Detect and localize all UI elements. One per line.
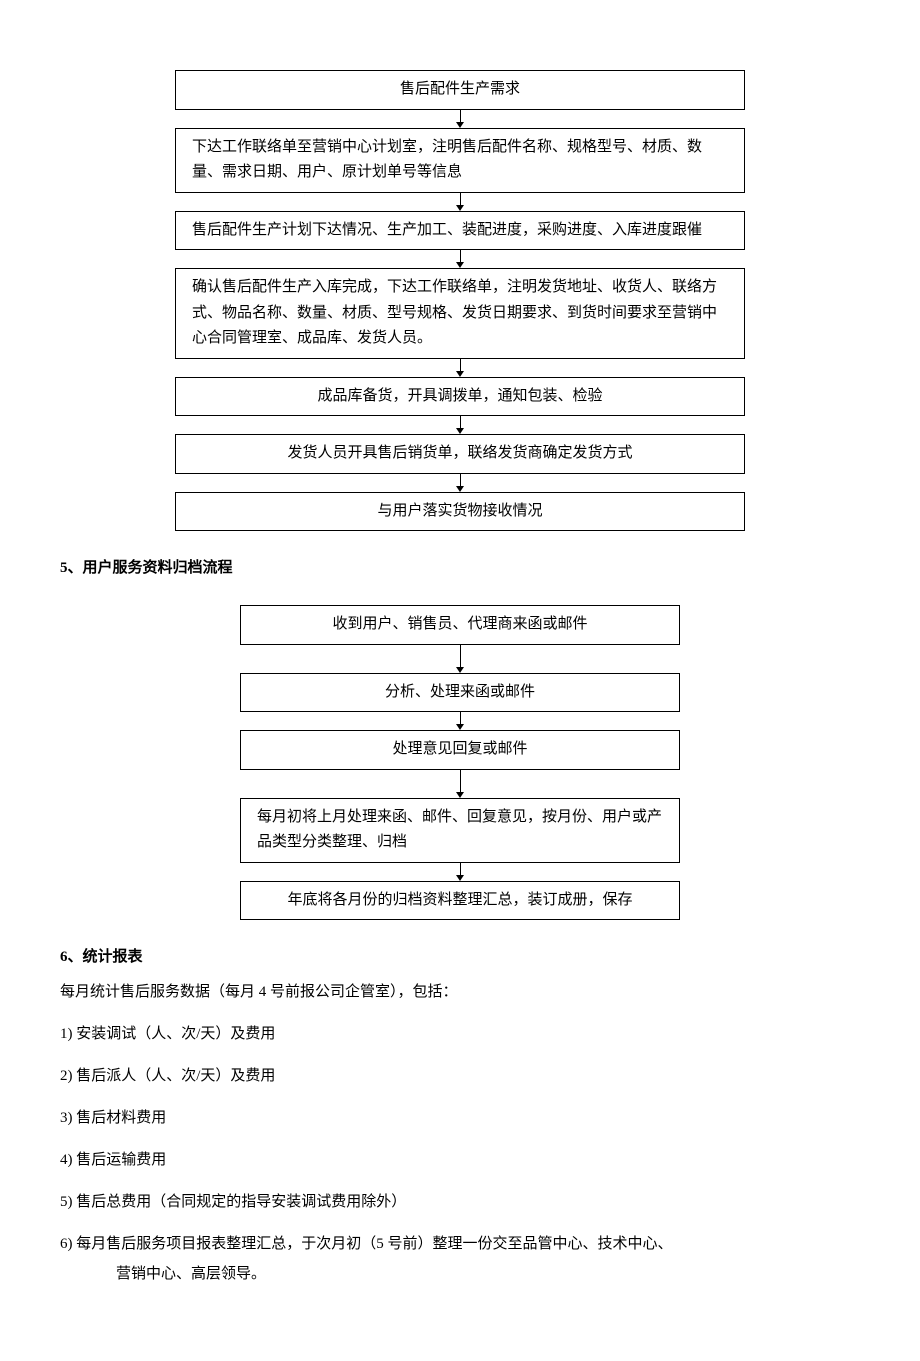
flow1-node-6: 与用户落实货物接收情况: [175, 492, 745, 532]
flow1-node-4: 成品库备货，开具调拨单，通知包装、检验: [175, 377, 745, 417]
flow1-node-0: 售后配件生产需求: [175, 70, 745, 110]
list-item-3: 3) 售后材料费用: [60, 1103, 860, 1133]
flow2-node-4: 年底将各月份的归档资料整理汇总，装订成册，保存: [240, 881, 680, 921]
flow2-node-3: 每月初将上月处理来函、邮件、回复意见，按月份、用户或产品类型分类整理、归档: [240, 798, 680, 863]
section-heading-5: 5、用户服务资料归档流程: [60, 556, 860, 580]
list-item-6: 6) 每月售后服务项目报表整理汇总，于次月初（5 号前）整理一份交至品管中心、技…: [60, 1229, 860, 1259]
arrow-icon: [456, 863, 464, 881]
arrow-icon: [456, 770, 464, 798]
list-item-1: 1) 安装调试（人、次/天）及费用: [60, 1019, 860, 1049]
arrow-icon: [456, 645, 464, 673]
arrow-icon: [456, 474, 464, 492]
arrow-icon: [456, 193, 464, 211]
arrow-icon: [456, 359, 464, 377]
flowchart-1: 售后配件生产需求 下达工作联络单至营销中心计划室，注明售后配件名称、规格型号、材…: [60, 70, 860, 531]
flow2-node-0: 收到用户、销售员、代理商来函或邮件: [240, 605, 680, 645]
flow1-node-2: 售后配件生产计划下达情况、生产加工、装配进度，采购进度、入库进度跟催: [175, 211, 745, 251]
flow1-node-1: 下达工作联络单至营销中心计划室，注明售后配件名称、规格型号、材质、数量、需求日期…: [175, 128, 745, 193]
arrow-icon: [456, 110, 464, 128]
arrow-icon: [456, 416, 464, 434]
flow1-node-5: 发货人员开具售后销货单，联络发货商确定发货方式: [175, 434, 745, 474]
list-item-6-cont: 营销中心、高层领导。: [60, 1259, 860, 1289]
flow1-node-3: 确认售后配件生产入库完成，下达工作联络单，注明发货地址、收货人、联络方式、物品名…: [175, 268, 745, 359]
para-6-intro: 每月统计售后服务数据（每月 4 号前报公司企管室），包括：: [60, 977, 860, 1007]
list-item-4: 4) 售后运输费用: [60, 1145, 860, 1175]
list-item-2: 2) 售后派人（人、次/天）及费用: [60, 1061, 860, 1091]
section-heading-6: 6、统计报表: [60, 945, 860, 969]
arrow-icon: [456, 250, 464, 268]
flowchart-2: 收到用户、销售员、代理商来函或邮件 分析、处理来函或邮件 处理意见回复或邮件 每…: [60, 605, 860, 920]
flow2-node-2: 处理意见回复或邮件: [240, 730, 680, 770]
list-item-5: 5) 售后总费用（合同规定的指导安装调试费用除外）: [60, 1187, 860, 1217]
flow2-node-1: 分析、处理来函或邮件: [240, 673, 680, 713]
arrow-icon: [456, 712, 464, 730]
